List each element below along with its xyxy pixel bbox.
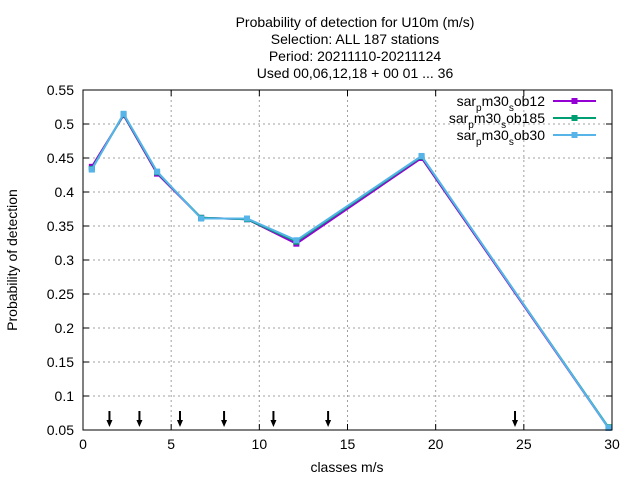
legend-label: sarpm30sob185 <box>449 110 545 131</box>
x-axis-label: classes m/s <box>310 459 383 475</box>
axis-ticks: 0 5 10 15 20 25 30 0.05 0.1 0.15 0.2 0.25 0.3 0.35 0.4… <box>47 82 620 452</box>
legend-swatch-point <box>571 98 578 104</box>
y-axis-label: Probability of detection <box>4 189 20 331</box>
x-tick-label: 30 <box>604 436 620 452</box>
series-line-0 <box>90 114 610 429</box>
data-point <box>198 215 205 222</box>
x-tick-label: 25 <box>516 436 532 452</box>
x-tick-label: 20 <box>428 436 444 452</box>
arrow-markers <box>106 411 519 427</box>
legend-label: sarpm30sob12 <box>457 93 546 114</box>
data-point <box>605 424 612 431</box>
data-point <box>120 110 127 117</box>
legend-entry-1: sarpm30sob185 <box>449 110 596 131</box>
title-line-2: Selection: ALL 187 stations <box>271 31 439 47</box>
legend-swatch-point <box>571 115 578 121</box>
y-tick-label: 0.35 <box>47 218 74 234</box>
arrow-marker <box>270 411 277 427</box>
series-0 <box>88 112 612 431</box>
arrow-marker <box>106 411 113 427</box>
y-tick-label: 0.45 <box>47 150 74 166</box>
data-point <box>243 215 250 222</box>
arrow-marker <box>325 411 332 427</box>
series-2 <box>88 110 612 431</box>
arrow-marker <box>221 411 228 427</box>
legend-entry-2: sarpm30sob30 <box>457 127 596 148</box>
grid <box>83 90 612 430</box>
title-line-4: Used 00,06,12,18 + 00 01 ... 36 <box>257 65 454 81</box>
chart-title: Probability of detection for U10m (m/s) … <box>236 14 475 81</box>
x-tick-label: 10 <box>252 436 268 452</box>
title-line-1: Probability of detection for U10m (m/s) <box>236 14 475 30</box>
series-1 <box>88 111 612 431</box>
y-tick-label: 0.15 <box>47 354 74 370</box>
y-tick-label: 0.05 <box>47 422 74 438</box>
x-tick-label: 0 <box>79 436 87 452</box>
series-line-2 <box>90 112 610 429</box>
data-point <box>418 152 425 159</box>
legend-swatch-point <box>571 132 578 138</box>
arrow-marker <box>512 411 519 427</box>
y-tick-label: 0.1 <box>55 388 75 404</box>
y-tick-label: 0.3 <box>55 252 75 268</box>
title-line-3: Period: 20211110-20211124 <box>269 48 442 64</box>
y-tick-label: 0.55 <box>47 82 74 98</box>
y-tick-label: 0.5 <box>55 116 75 132</box>
data-point <box>293 237 300 244</box>
arrow-marker <box>176 411 183 427</box>
series-lines <box>88 110 612 431</box>
series-line-1 <box>90 113 610 428</box>
y-tick-label: 0.25 <box>47 286 74 302</box>
y-tick-label: 0.4 <box>55 184 75 200</box>
arrow-marker <box>136 411 143 427</box>
data-point <box>154 168 161 175</box>
y-tick-label: 0.2 <box>55 320 75 336</box>
plot-frame <box>82 89 613 431</box>
legend-entry-0: sarpm30sob12 <box>457 93 596 114</box>
data-point <box>88 166 95 173</box>
legend-label: sarpm30sob30 <box>457 127 546 148</box>
x-tick-label: 5 <box>167 436 175 452</box>
x-tick-label: 15 <box>340 436 356 452</box>
